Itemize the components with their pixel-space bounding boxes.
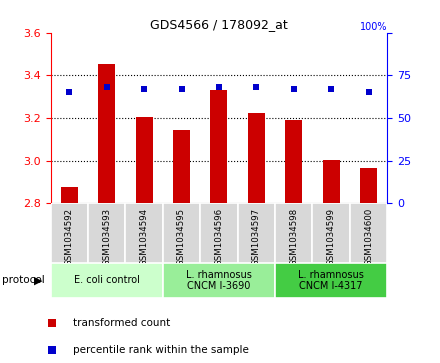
Text: L. rhamnosus
CNCM I-3690: L. rhamnosus CNCM I-3690 [186, 270, 252, 291]
Text: GSM1034599: GSM1034599 [326, 208, 336, 266]
Bar [51, 263, 163, 298]
Bar [98, 64, 115, 203]
Point [49, 347, 56, 352]
Bar [173, 130, 190, 203]
Bar [125, 203, 163, 263]
Bar [61, 187, 78, 203]
Bar [360, 168, 377, 203]
Bar [51, 203, 88, 263]
Bar [275, 203, 312, 263]
Text: transformed count: transformed count [73, 318, 170, 329]
Text: 100%: 100% [360, 22, 387, 32]
Point [141, 86, 148, 92]
Text: GSM1034593: GSM1034593 [102, 208, 111, 266]
Point [103, 84, 110, 90]
Text: GSM1034597: GSM1034597 [252, 208, 261, 266]
Text: GSM1034596: GSM1034596 [214, 208, 224, 266]
Bar [285, 120, 302, 203]
Bar [312, 203, 350, 263]
Bar [200, 203, 238, 263]
Text: GSM1034592: GSM1034592 [65, 208, 74, 266]
Bar [163, 203, 200, 263]
Point [365, 90, 372, 95]
Bar [248, 113, 265, 203]
Point [253, 84, 260, 90]
Bar [88, 203, 125, 263]
Bar [275, 263, 387, 298]
Bar [238, 203, 275, 263]
Bar [136, 117, 153, 203]
Bar [163, 263, 275, 298]
Text: E. coli control: E. coli control [74, 276, 139, 285]
Point [66, 90, 73, 95]
Bar [323, 160, 340, 203]
Point [290, 86, 297, 92]
Bar [210, 90, 227, 203]
Point [49, 321, 56, 326]
Text: GSM1034598: GSM1034598 [289, 208, 298, 266]
Text: protocol: protocol [2, 276, 45, 285]
Bar [350, 203, 387, 263]
Point [178, 86, 185, 92]
Text: GSM1034594: GSM1034594 [139, 208, 149, 266]
Title: GDS4566 / 178092_at: GDS4566 / 178092_at [150, 19, 288, 32]
Point [327, 86, 335, 92]
Text: percentile rank within the sample: percentile rank within the sample [73, 344, 249, 355]
Text: L. rhamnosus
CNCM I-4317: L. rhamnosus CNCM I-4317 [298, 270, 364, 291]
Text: ▶: ▶ [34, 276, 42, 285]
Point [216, 84, 223, 90]
Text: GSM1034600: GSM1034600 [364, 208, 373, 266]
Text: GSM1034595: GSM1034595 [177, 208, 186, 266]
